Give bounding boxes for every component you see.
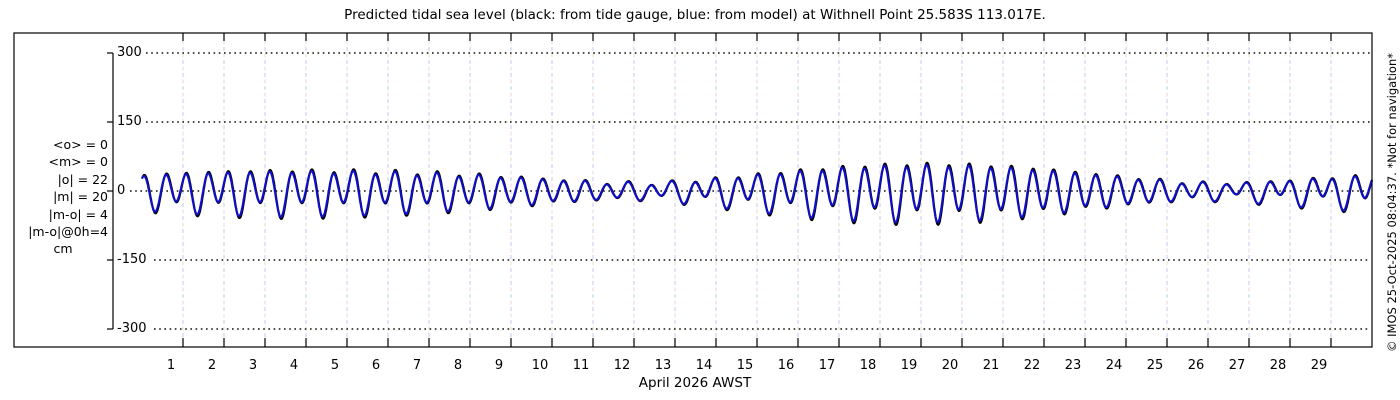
x-tick-label: 18 <box>859 358 877 373</box>
x-tick-label: 21 <box>982 358 1000 373</box>
x-axis-label: April 2026 AWST <box>638 375 752 391</box>
x-tick-label: 29 <box>1310 358 1328 373</box>
stat-line: |o| = 22 <box>57 171 108 187</box>
y-tick-label: -150 <box>117 252 147 267</box>
y-tick-label: 0 <box>117 183 126 198</box>
stat-line: |m-o|@0h=4 <box>28 224 108 240</box>
stat-line: <m> = 0 <box>48 154 109 170</box>
x-tick-label: 20 <box>941 358 959 373</box>
x-tick-label: 1 <box>166 358 176 373</box>
x-tick-label: 26 <box>1187 358 1205 373</box>
x-tick-label: 15 <box>736 358 754 373</box>
x-tick-label: 24 <box>1105 358 1123 373</box>
x-tick-label: 19 <box>900 358 918 373</box>
x-tick-label: 6 <box>371 358 381 373</box>
x-tick-label: 13 <box>654 358 672 373</box>
x-tick-label: 27 <box>1228 358 1246 373</box>
x-tick-label: 5 <box>330 358 340 373</box>
x-tick-label: 9 <box>494 358 504 373</box>
stats-panel: <o> = 0 <m> = 0 |o| = 22 |m| = 20 |m-o| = 4 |… <box>18 136 108 258</box>
x-tick-label: 3 <box>248 358 258 373</box>
x-tick-label: 28 <box>1269 358 1287 373</box>
x-tick-label: 14 <box>695 358 713 373</box>
x-tick-label: 7 <box>412 358 422 373</box>
chart-title: Predicted tidal sea level (black: from t… <box>344 7 1046 23</box>
stat-line: |m-o| = 4 <box>48 206 108 222</box>
y-tick-label: 150 <box>117 114 142 129</box>
stat-line: <o> = 0 <box>53 137 108 152</box>
x-tick-label: 22 <box>1023 358 1041 373</box>
attribution-text: © IMOS 25-Oct-2025 08:04:37. *Not for na… <box>1385 53 1399 352</box>
plot-frame <box>13 32 1373 348</box>
x-tick-label: 2 <box>207 358 217 373</box>
x-tick-label: 8 <box>453 358 463 373</box>
y-tick-label: 300 <box>117 45 142 60</box>
x-tick-label: 16 <box>777 358 795 373</box>
stat-line: |m| = 20 <box>53 189 108 205</box>
x-tick-label: 17 <box>818 358 836 373</box>
x-tick-label: 4 <box>289 358 299 373</box>
tide-curve-model <box>141 163 1373 224</box>
x-tick-label: 10 <box>531 358 549 373</box>
x-tick-label: 25 <box>1146 358 1164 373</box>
x-tick-label: 11 <box>572 358 590 373</box>
y-tick-label: -300 <box>117 321 147 336</box>
x-tick-label: 12 <box>613 358 631 373</box>
x-tick-label: 23 <box>1064 358 1082 373</box>
stat-line: cm <box>53 241 73 257</box>
